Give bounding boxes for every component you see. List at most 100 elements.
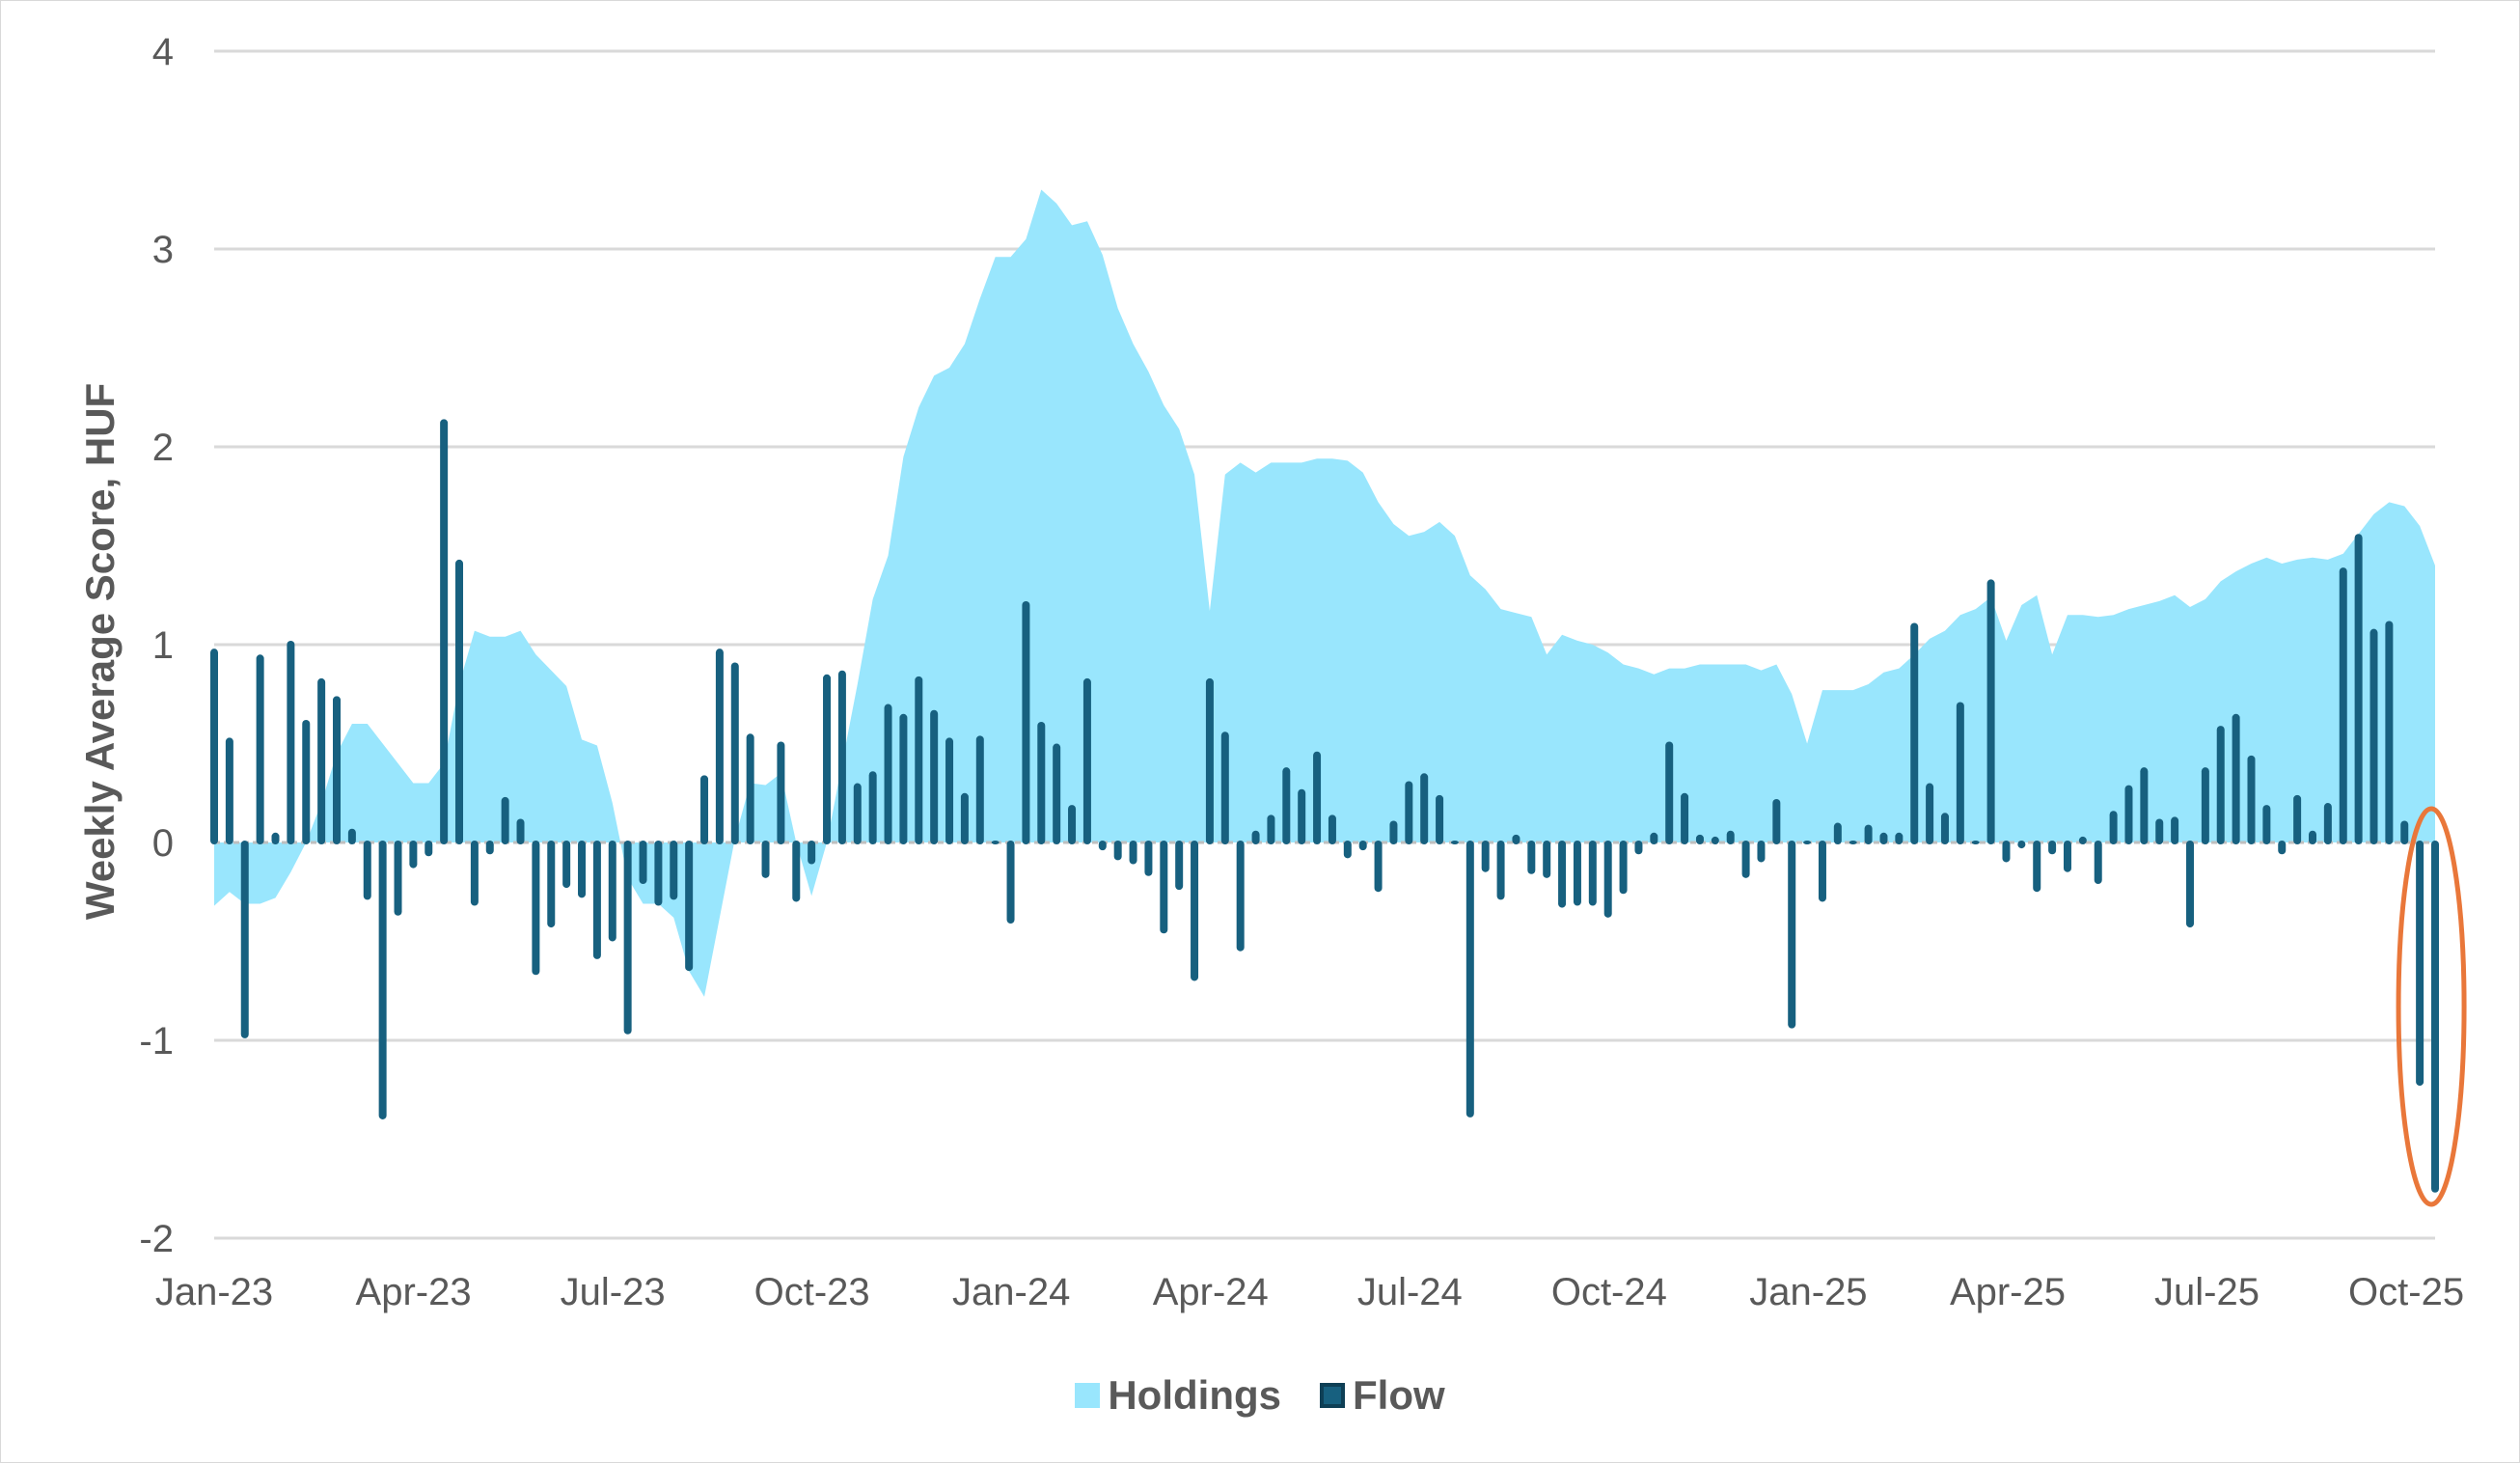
flow-bar — [2216, 726, 2225, 844]
legend-item-flow[interactable]: Flow — [1320, 1372, 1445, 1419]
x-tick-label: Oct-24 — [1551, 1271, 1667, 1313]
flow-bar — [409, 841, 418, 869]
flow-bar — [975, 735, 984, 844]
flow-bar — [730, 662, 739, 844]
flow-bar — [1496, 841, 1505, 900]
flow-bar — [1006, 841, 1015, 924]
flow-bar — [1757, 841, 1766, 863]
flow-bar — [1558, 841, 1567, 908]
flow-bar — [2155, 818, 2164, 844]
legend: Holdings Flow — [0, 1372, 2520, 1419]
flow-bar — [547, 841, 556, 928]
flow-bar — [1481, 841, 1490, 872]
flow-bar — [1328, 814, 1336, 844]
flow-bar — [578, 841, 587, 898]
flow-bar — [930, 709, 939, 844]
flow-bar — [1420, 773, 1429, 844]
flow-bar — [792, 841, 801, 902]
flow-bar — [1588, 841, 1597, 906]
flow-bar — [333, 696, 342, 844]
x-tick-label: Jul-23 — [561, 1271, 666, 1313]
y-axis-ticks: -2 -1 0 1 2 3 4 — [139, 31, 174, 1260]
flow-bar — [1022, 600, 1030, 844]
flow-bar — [1098, 841, 1107, 851]
legend-label-holdings: Holdings — [1108, 1372, 1281, 1418]
highlight-ellipse — [2396, 806, 2467, 1207]
flow-bar — [425, 841, 433, 857]
flow-bar — [2247, 755, 2256, 844]
flow-bar — [1144, 841, 1153, 876]
flow-bar — [1879, 832, 1888, 844]
flow-bar — [853, 783, 862, 844]
flow-bar — [1113, 841, 1122, 861]
flow-bar — [1082, 677, 1091, 844]
holdings-area — [214, 189, 2435, 997]
flow-bar — [1298, 788, 1306, 844]
legend-item-holdings[interactable]: Holdings — [1075, 1372, 1281, 1419]
flow-bar — [1053, 743, 1061, 844]
flow-bar — [2171, 816, 2179, 844]
flow-bar — [2278, 841, 2287, 855]
flow-bar — [761, 841, 770, 878]
flow-bar — [1772, 798, 1781, 844]
flow-bar — [1864, 824, 1873, 844]
flow-bar — [700, 775, 709, 844]
flow-bar — [1512, 834, 1520, 844]
flow-bar — [592, 841, 601, 959]
flow-bar — [2232, 713, 2240, 844]
flow-bar — [1726, 830, 1735, 844]
flow-bar — [1436, 794, 1444, 844]
flow-bar — [1358, 841, 1367, 851]
flow-bar — [1465, 841, 1474, 1118]
flow-bar — [2431, 841, 2439, 1193]
flow-swatch — [1320, 1383, 1345, 1408]
flow-bar — [2400, 820, 2409, 844]
flow-bar — [715, 649, 724, 844]
y-tick-label: -2 — [139, 1218, 174, 1260]
flow-bar — [1236, 841, 1245, 952]
y-tick-label: 1 — [152, 624, 174, 667]
flow-bar — [1971, 841, 1980, 844]
flow-bar — [2339, 567, 2347, 844]
flow-bar — [1343, 841, 1352, 859]
flow-bar — [1665, 741, 1674, 844]
flow-bar — [225, 737, 233, 844]
flow-bar — [1895, 832, 1904, 844]
flow-bar — [1849, 841, 1857, 844]
legend-label-flow: Flow — [1353, 1372, 1445, 1418]
flow-bar — [2002, 841, 2011, 863]
flow-bar — [1527, 841, 1536, 874]
flow-bar — [868, 771, 877, 844]
y-tick-label: 3 — [152, 229, 174, 271]
flow-bar — [1282, 767, 1291, 844]
flow-bar — [1037, 722, 1046, 844]
flow-bar — [2262, 805, 2271, 844]
flow-bar — [1251, 830, 1260, 844]
flow-bar — [2416, 841, 2424, 1087]
flow-bar — [884, 704, 892, 844]
flow-bar — [1650, 832, 1658, 844]
flow-bar — [1374, 841, 1383, 893]
flow-bars-layer — [210, 419, 2439, 1193]
flow-bar — [1267, 814, 1275, 844]
x-tick-label: Apr-23 — [356, 1271, 472, 1313]
holdings-swatch — [1075, 1383, 1101, 1408]
flow-bar — [210, 649, 218, 844]
x-tick-label: Jul-24 — [1357, 1271, 1463, 1313]
flow-bar — [2140, 767, 2149, 844]
flow-bar — [2017, 841, 2026, 849]
flow-bar — [1956, 702, 1964, 844]
flow-bar — [1681, 792, 1689, 844]
flow-bar — [1160, 841, 1168, 934]
flow-bar — [945, 737, 954, 844]
flow-bar — [960, 792, 969, 844]
flow-bar — [1191, 841, 1199, 981]
y-tick-label: 0 — [152, 822, 174, 865]
flow-bar — [2033, 841, 2041, 893]
x-tick-label: Apr-25 — [1950, 1271, 2066, 1313]
flow-bar — [2109, 811, 2118, 844]
flow-bar — [1175, 841, 1184, 891]
flow-bar — [440, 419, 449, 844]
flow-bar — [1450, 841, 1459, 844]
